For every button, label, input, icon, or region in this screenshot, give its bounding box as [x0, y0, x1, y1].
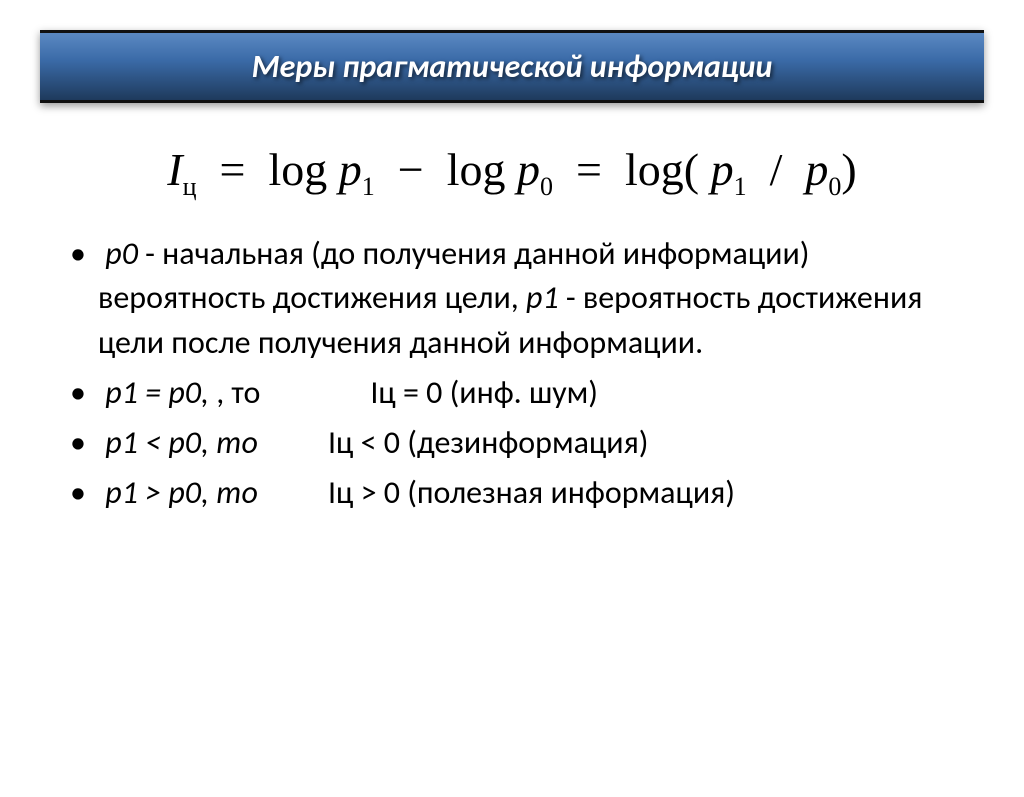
bullet-list: р0 - начальная (до получения данной инфо…: [0, 232, 1024, 515]
b1-p1: р1: [526, 278, 559, 317]
formula-ratio-p1: p: [711, 144, 734, 195]
formula-p0: p: [517, 144, 540, 195]
formula-p1: p: [339, 144, 362, 195]
title-bar: Меры прагматической информации: [40, 30, 984, 103]
formula-log1: log: [269, 144, 328, 195]
bullet-1: р0 - начальная (до получения данной инфо…: [70, 232, 974, 364]
b3-right: Iц < 0 (дезинформация): [328, 423, 649, 462]
main-formula: Iц = log p1 − log p0 = log( p1 / p0): [0, 143, 1024, 202]
formula-ratio-p0: p: [805, 144, 828, 195]
formula-slash: /: [770, 144, 783, 195]
bullet-2: р1 = р0, , то Iц = 0 (инф. шум): [70, 371, 974, 415]
slide: Меры прагматической информации Iц = log …: [0, 30, 1024, 797]
b2-lead: р1 = р0,: [105, 373, 209, 412]
formula-p0-sub: 0: [540, 172, 553, 201]
formula-log3: log(: [625, 144, 699, 195]
formula-log2: log: [447, 144, 506, 195]
formula-ratio-p0-sub: 0: [828, 172, 841, 201]
b4-right: Iц > 0 (полезная информация): [328, 473, 735, 512]
formula-lhs-sub: ц: [183, 172, 197, 201]
b1-p0: р0: [105, 234, 138, 273]
formula-minus: −: [398, 144, 424, 195]
b2-right: Iц = 0 (инф. шум): [370, 373, 598, 412]
formula-ratio-p1-sub: 1: [734, 172, 747, 201]
b4-lead: р1 > р0, то: [105, 473, 258, 512]
b3-lead: р1 < р0, то: [105, 423, 258, 462]
bullet-4: р1 > р0, то Iц > 0 (полезная информация): [70, 471, 974, 515]
formula-lhs-var: I: [167, 144, 182, 195]
slide-title: Меры прагматической информации: [60, 47, 964, 86]
formula-p1-sub: 1: [362, 172, 375, 201]
b2-mid: , то: [209, 373, 260, 412]
formula-close: ): [841, 144, 856, 195]
bullet-3: р1 < р0, то Iц < 0 (дезинформация): [70, 421, 974, 465]
